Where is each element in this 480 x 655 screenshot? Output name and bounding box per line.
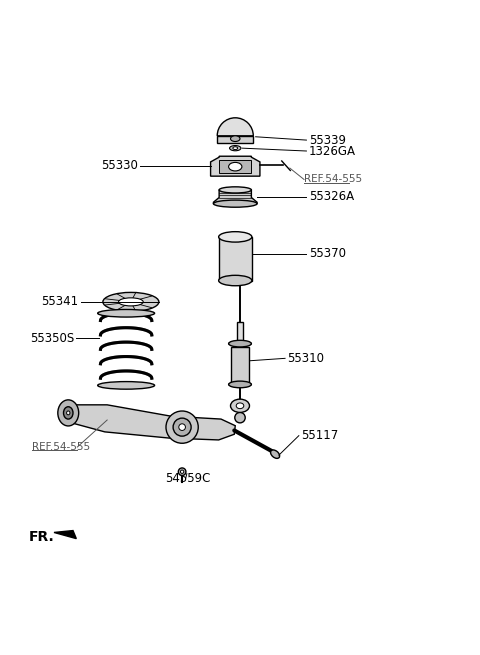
Ellipse shape [179, 468, 186, 476]
Ellipse shape [228, 162, 242, 171]
Ellipse shape [228, 341, 252, 347]
Ellipse shape [229, 145, 241, 151]
Text: 55341: 55341 [42, 295, 79, 309]
Text: 55350S: 55350S [30, 332, 74, 345]
Text: 55326A: 55326A [309, 190, 354, 203]
Ellipse shape [58, 400, 79, 426]
Ellipse shape [219, 232, 252, 242]
Ellipse shape [219, 187, 252, 193]
Ellipse shape [271, 450, 280, 458]
Ellipse shape [235, 413, 245, 423]
Polygon shape [214, 190, 257, 204]
Ellipse shape [173, 418, 191, 436]
Ellipse shape [228, 381, 252, 388]
Text: 54559C: 54559C [165, 472, 211, 485]
Ellipse shape [236, 403, 244, 409]
Ellipse shape [67, 411, 70, 415]
Text: FR.: FR. [29, 530, 55, 544]
Polygon shape [219, 160, 252, 173]
Ellipse shape [103, 292, 159, 311]
Polygon shape [64, 405, 235, 440]
Bar [219, 237, 252, 280]
Polygon shape [211, 157, 260, 176]
Ellipse shape [119, 298, 143, 306]
Ellipse shape [214, 200, 257, 207]
Ellipse shape [233, 147, 238, 149]
Ellipse shape [180, 470, 184, 474]
Wedge shape [217, 118, 253, 136]
Bar [237, 322, 243, 343]
Ellipse shape [179, 424, 185, 430]
Bar [231, 347, 249, 384]
Ellipse shape [97, 382, 155, 389]
Text: REF.54-555: REF.54-555 [304, 174, 362, 185]
Text: 55330: 55330 [101, 159, 138, 172]
Ellipse shape [230, 399, 250, 413]
Text: 55310: 55310 [288, 352, 324, 365]
Text: 55117: 55117 [301, 429, 338, 442]
Ellipse shape [230, 136, 240, 141]
Text: 55370: 55370 [309, 248, 346, 261]
Text: REF.54-555: REF.54-555 [32, 442, 90, 452]
Ellipse shape [63, 407, 73, 419]
Ellipse shape [219, 275, 252, 286]
Ellipse shape [166, 411, 198, 443]
Ellipse shape [97, 309, 155, 317]
Text: 1326GA: 1326GA [309, 145, 356, 157]
Bar [217, 136, 253, 143]
Text: 55339: 55339 [309, 134, 346, 147]
Polygon shape [54, 531, 76, 538]
